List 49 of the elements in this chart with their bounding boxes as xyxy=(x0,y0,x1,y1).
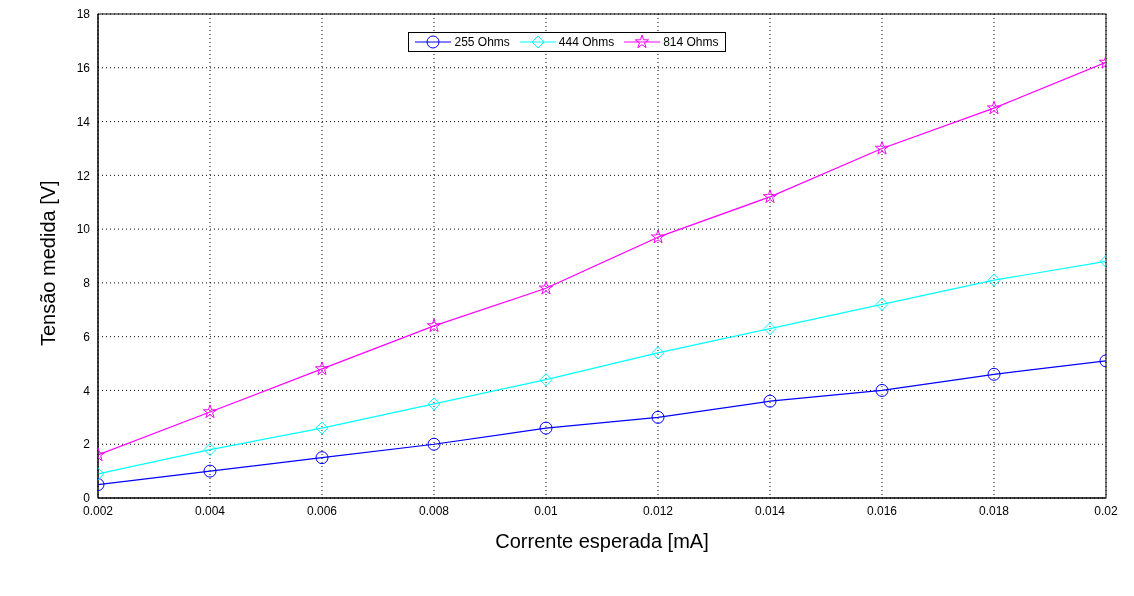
y-tick-label: 14 xyxy=(76,114,91,129)
point xyxy=(538,280,554,295)
point xyxy=(875,383,889,397)
point xyxy=(539,373,553,387)
x-tick-label: 0.008 xyxy=(418,503,450,518)
x-tick-label: 0.01 xyxy=(534,503,558,518)
x-tick-label: 0.016 xyxy=(866,503,898,518)
point xyxy=(987,367,1001,381)
point xyxy=(874,140,890,155)
y-tick-label: 6 xyxy=(83,329,91,344)
point xyxy=(314,361,330,376)
point xyxy=(763,322,777,336)
point xyxy=(987,273,1001,287)
point xyxy=(875,297,889,311)
point xyxy=(762,189,778,204)
point xyxy=(427,397,441,411)
legend-label: 255 Ohms xyxy=(453,35,510,49)
point xyxy=(539,421,553,435)
point xyxy=(426,318,442,333)
y-tick-label: 2 xyxy=(83,437,91,452)
legend-label: 814 Ohms xyxy=(662,35,719,49)
y-tick-label: 18 xyxy=(76,7,91,22)
point xyxy=(986,100,1002,115)
point xyxy=(427,437,441,451)
point xyxy=(202,404,218,419)
x-axis-title: Corrente esperada [mA] xyxy=(495,530,709,552)
y-axis-title: Tensão medida [V] xyxy=(37,180,60,346)
y-tick-label: 0 xyxy=(83,491,91,506)
x-tick-label: 0.012 xyxy=(642,503,674,518)
point xyxy=(315,421,329,435)
point xyxy=(651,346,665,360)
point xyxy=(203,464,217,478)
x-tick-label: 0.002 xyxy=(82,503,114,518)
y-tick-label: 4 xyxy=(83,383,91,398)
y-tick-label: 8 xyxy=(83,276,91,291)
x-tick-label: 0.004 xyxy=(194,503,226,518)
point xyxy=(315,451,329,465)
x-tick-label: 0.02 xyxy=(1094,503,1118,518)
point xyxy=(763,394,777,408)
legend-label: 444 Ohms xyxy=(557,35,615,49)
point xyxy=(203,443,217,457)
y-tick-label: 16 xyxy=(76,61,91,76)
point xyxy=(651,410,665,424)
x-tick-label: 0.018 xyxy=(978,503,1010,518)
x-tick-label: 0.006 xyxy=(306,503,338,518)
y-tick-label: 12 xyxy=(76,168,91,183)
x-tick-label: 0.014 xyxy=(754,503,786,518)
point xyxy=(650,229,666,244)
y-tick-label: 10 xyxy=(76,222,91,237)
